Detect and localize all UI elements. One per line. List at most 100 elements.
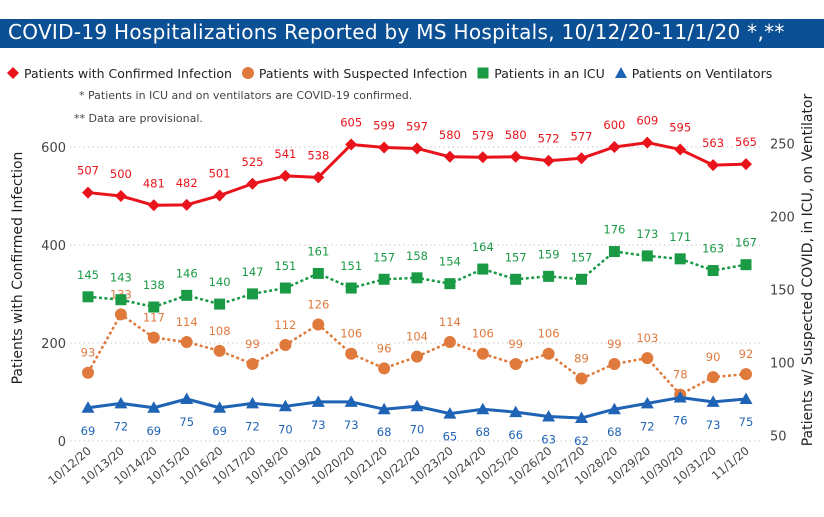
data-point-patients-with-suspected-infection — [542, 347, 555, 360]
data-point-patients-on-ventilators — [476, 402, 490, 415]
data-label-patients-in-an-icu: 147 — [242, 265, 264, 279]
data-point-patients-with-suspected-infection — [476, 347, 489, 360]
data-point-patients-on-ventilators — [246, 396, 259, 409]
data-label-patients-with-confirmed-infection: 572 — [538, 132, 560, 146]
data-label-patients-with-suspected-infection: 90 — [706, 350, 721, 364]
data-point-patients-with-suspected-infection — [345, 347, 358, 360]
data-label-patients-with-confirmed-infection: 595 — [669, 120, 691, 134]
data-label-patients-in-an-icu: 163 — [702, 242, 724, 256]
data-point-patients-with-suspected-infection — [575, 372, 588, 385]
data-label-patients-on-ventilators: 73 — [706, 418, 721, 432]
data-label-patients-in-an-icu: 154 — [439, 255, 461, 269]
y-right-axis-title: Patients w/ Suspected COVID, in ICU, on … — [800, 93, 816, 446]
data-label-patients-on-ventilators: 69 — [81, 424, 96, 438]
data-label-patients-on-ventilators: 73 — [311, 418, 326, 432]
data-point-patients-with-suspected-infection — [378, 362, 391, 375]
data-point-patients-in-an-icu — [82, 291, 94, 303]
data-label-patients-on-ventilators: 65 — [443, 430, 458, 444]
x-tick-label: 11/1/20 — [709, 444, 752, 483]
data-point-patients-with-suspected-infection — [180, 336, 193, 349]
data-point-patients-on-ventilators — [377, 402, 391, 415]
data-label-patients-with-suspected-infection: 99 — [245, 337, 260, 351]
data-point-patients-in-an-icu — [148, 301, 160, 313]
data-point-patients-with-confirmed-infection — [246, 177, 259, 190]
data-point-patients-with-confirmed-infection — [82, 186, 94, 199]
data-point-patients-with-confirmed-infection — [147, 199, 160, 212]
data-label-patients-on-ventilators: 72 — [640, 419, 655, 433]
legend-label: Patients with Confirmed Infection — [24, 65, 232, 81]
data-point-patients-on-ventilators — [180, 392, 194, 404]
data-point-patients-in-an-icu — [378, 273, 390, 285]
data-point-patients-with-confirmed-infection — [180, 198, 193, 211]
data-point-patients-in-an-icu — [115, 294, 127, 306]
data-label-patients-in-an-icu: 138 — [143, 278, 165, 292]
data-point-patients-with-confirmed-infection — [114, 190, 127, 202]
data-label-patients-with-suspected-infection: 99 — [508, 337, 523, 351]
data-point-patients-on-ventilators — [147, 401, 161, 413]
legend-marker-patients-with-confirmed-infection — [7, 67, 19, 79]
data-point-patients-in-an-icu — [345, 282, 357, 294]
data-label-patients-on-ventilators: 63 — [541, 433, 556, 447]
data-label-patients-in-an-icu: 159 — [538, 247, 560, 261]
data-label-patients-with-suspected-infection: 93 — [81, 346, 96, 360]
data-label-patients-in-an-icu: 167 — [735, 236, 757, 250]
data-label-patients-on-ventilators: 69 — [146, 424, 161, 438]
data-point-patients-with-confirmed-infection — [641, 136, 654, 149]
data-label-patients-with-confirmed-infection: 580 — [505, 128, 527, 142]
data-point-patients-with-confirmed-infection — [740, 158, 752, 171]
data-label-patients-in-an-icu: 146 — [176, 266, 198, 280]
data-point-patients-in-an-icu — [444, 278, 456, 290]
data-label-patients-with-suspected-infection: 92 — [739, 347, 754, 361]
data-point-patients-with-confirmed-infection — [707, 159, 720, 172]
data-point-patients-with-suspected-infection — [509, 357, 522, 370]
data-point-patients-in-an-icu — [608, 246, 620, 258]
data-point-patients-with-suspected-infection — [246, 357, 259, 370]
data-label-patients-with-confirmed-infection: 579 — [472, 128, 494, 142]
data-point-patients-with-suspected-infection — [608, 357, 621, 370]
data-label-patients-on-ventilators: 66 — [508, 428, 523, 442]
data-label-patients-with-suspected-infection: 99 — [607, 337, 622, 351]
data-point-patients-in-an-icu — [312, 267, 324, 279]
data-point-patients-with-confirmed-infection — [312, 171, 325, 184]
data-label-patients-with-suspected-infection: 78 — [673, 368, 688, 382]
data-label-patients-on-ventilators: 62 — [574, 434, 589, 448]
data-point-patients-on-ventilators — [213, 401, 227, 413]
data-label-patients-with-confirmed-infection: 563 — [702, 136, 724, 150]
data-label-patients-in-an-icu: 173 — [636, 227, 658, 241]
data-label-patients-with-confirmed-infection: 525 — [242, 155, 264, 169]
data-label-patients-in-an-icu: 164 — [472, 240, 494, 254]
data-point-patients-in-an-icu — [740, 259, 752, 271]
data-label-patients-on-ventilators: 68 — [607, 425, 622, 439]
data-label-patients-with-confirmed-infection: 565 — [735, 135, 757, 149]
title-bar: COVID-19 Hospitalizations Reported by MS… — [0, 0, 824, 48]
data-point-patients-on-ventilators — [509, 405, 523, 418]
data-point-patients-on-ventilators — [443, 407, 457, 419]
legend-item-patients-with-suspected-infection: Patients with Suspected Infection — [241, 66, 467, 81]
chart-legend: Patients with Confirmed Infection Patient… — [6, 64, 781, 82]
data-point-patients-on-ventilators — [344, 395, 358, 407]
legend-marker-patients-with-suspected-infection — [241, 67, 254, 79]
data-label-patients-with-confirmed-infection: 597 — [406, 119, 428, 133]
data-point-patients-with-suspected-infection — [312, 318, 325, 331]
legend-marker-patients-on-ventilators — [614, 67, 627, 78]
data-point-patients-on-ventilators — [81, 401, 95, 413]
data-label-patients-on-ventilators: 70 — [278, 422, 293, 436]
data-point-patients-with-confirmed-infection — [476, 151, 489, 164]
chart-title: COVID-19 Hospitalizations Reported by MS… — [8, 20, 785, 44]
data-label-patients-with-suspected-infection: 96 — [377, 341, 392, 355]
y-left-tick-label: 0 — [58, 435, 66, 450]
data-point-patients-in-an-icu — [411, 272, 423, 284]
note-icu-ventilators: * Patients in ICU and on ventilators are… — [79, 89, 413, 102]
data-point-patients-on-ventilators — [575, 411, 588, 423]
data-label-patients-in-an-icu: 143 — [110, 271, 132, 285]
data-point-patients-with-confirmed-infection — [674, 143, 687, 156]
legend-label: Patients with Suspected Infection — [258, 65, 468, 81]
data-point-patients-with-confirmed-infection — [509, 150, 522, 163]
data-point-patients-in-an-icu — [247, 288, 258, 300]
data-point-patients-with-suspected-infection — [641, 352, 654, 365]
data-point-patients-with-suspected-infection — [114, 308, 127, 321]
data-point-patients-in-an-icu — [543, 270, 555, 282]
data-point-patients-with-confirmed-infection — [279, 169, 292, 182]
data-point-patients-in-an-icu — [181, 289, 193, 301]
